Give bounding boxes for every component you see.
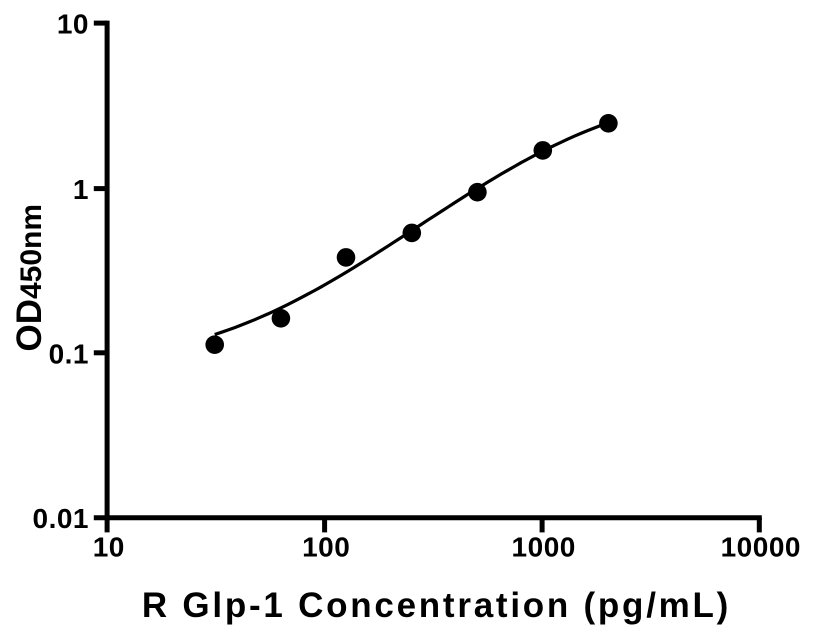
svg-text:0.01: 0.01 xyxy=(33,503,90,534)
svg-text:10000: 10000 xyxy=(721,532,801,563)
svg-text:OD450nm: OD450nm xyxy=(10,204,49,352)
svg-text:10: 10 xyxy=(93,532,125,563)
svg-text:1: 1 xyxy=(73,174,89,205)
svg-text:10: 10 xyxy=(57,9,89,40)
svg-text:100: 100 xyxy=(302,532,350,563)
svg-text:1000: 1000 xyxy=(512,532,576,563)
svg-text:0.1: 0.1 xyxy=(49,338,89,369)
svg-text:R Glp-1 Concentration (pg/mL): R Glp-1 Concentration (pg/mL) xyxy=(142,586,731,625)
